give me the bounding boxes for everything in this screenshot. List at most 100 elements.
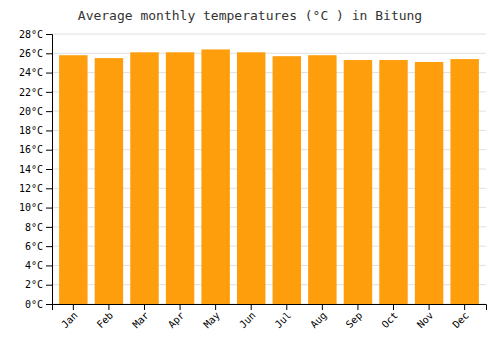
tick-mark: [429, 304, 430, 310]
y-tick: 10°C: [19, 202, 52, 213]
title: Average monthly temperatures (°C ) in Bi…: [78, 8, 422, 23]
tick-mark: [46, 34, 52, 35]
tick-label: Oct: [379, 310, 400, 331]
tick-mark: [357, 304, 358, 310]
tick-mark: [46, 150, 52, 151]
tick-label: 22°C: [19, 87, 43, 98]
tick-mark: [144, 304, 145, 310]
tick-label: Nov: [415, 310, 436, 331]
bar: [130, 52, 158, 304]
tick-label: Sep: [344, 310, 365, 331]
y-tick: 2°C: [25, 279, 52, 290]
tick-label: 0°C: [25, 299, 43, 310]
tick-mark: [46, 188, 52, 189]
bar: [95, 58, 123, 304]
y-tick: 16°C: [19, 144, 52, 155]
tick-label: 8°C: [25, 222, 43, 233]
bars: [59, 49, 479, 304]
tick-mark: [46, 130, 52, 131]
x-tick: May: [201, 304, 222, 330]
chart-container: 0°C 2°C 4°C 6°C 8°C 10°C 12°C 14°C 16°C 18°C 20°C 2…: [0, 0, 500, 350]
tick-mark: [46, 73, 52, 74]
x-tick: Sep: [344, 304, 365, 330]
x-tick: Dec: [450, 304, 471, 330]
tick-label: 4°C: [25, 260, 43, 271]
axis-line: [46, 35, 53, 305]
chart-svg: 0°C 2°C 4°C 6°C 8°C 10°C 12°C 14°C 16°C 18°C 20°C 2…: [0, 0, 500, 350]
tick-label: 16°C: [19, 144, 43, 155]
x-tick: Jan: [59, 304, 80, 330]
tick-mark: [393, 304, 394, 310]
tick-label: 26°C: [19, 48, 43, 59]
grid-line: [52, 34, 486, 35]
tick-mark: [322, 304, 323, 310]
axis-line: [53, 305, 487, 311]
y-tick: 14°C: [19, 164, 52, 175]
tick-label: Jan: [59, 310, 80, 331]
bar: [308, 55, 336, 304]
x-tick: Jul: [273, 304, 294, 330]
tick-mark: [286, 304, 287, 310]
y-tick: 24°C: [19, 67, 52, 78]
tick-mark: [46, 227, 52, 228]
tick-mark: [180, 304, 181, 310]
bar: [59, 55, 87, 304]
plot: 0°C 2°C 4°C 6°C 8°C 10°C 12°C 14°C 16°C 18°C 20°C 2…: [19, 29, 487, 331]
y-axis: 0°C 2°C 4°C 6°C 8°C 10°C 12°C 14°C 16°C 18°C 20°C 2…: [19, 29, 53, 310]
grid-line: [52, 53, 486, 54]
y-tick: 6°C: [25, 241, 52, 252]
bar: [344, 60, 372, 304]
grid: [52, 34, 486, 304]
x-tick: Jun: [237, 304, 258, 330]
y-tick: 8°C: [25, 222, 52, 233]
y-tick: 0°C: [25, 299, 52, 310]
bar: [166, 52, 194, 304]
x-tick: Mar: [130, 304, 151, 330]
tick-label: 10°C: [19, 202, 43, 213]
tick-label: 6°C: [25, 241, 43, 252]
y-tick: 28°C: [19, 29, 52, 40]
tick-label: 14°C: [19, 164, 43, 175]
x-tick: Nov: [415, 304, 436, 330]
y-tick: 22°C: [19, 87, 52, 98]
y-tick: 26°C: [19, 48, 52, 59]
tick-mark: [251, 304, 252, 310]
tick-mark: [46, 208, 52, 209]
y-tick: 12°C: [19, 183, 52, 194]
tick-label: Dec: [450, 310, 471, 331]
tick-mark: [46, 111, 52, 112]
tick-label: 20°C: [19, 106, 43, 117]
tick-label: 12°C: [19, 183, 43, 194]
bar: [379, 60, 407, 304]
y-tick: 18°C: [19, 125, 52, 136]
tick-label: Jun: [237, 310, 258, 331]
x-axis: Jan Feb Mar Apr May Jun Jul Aug Sep Oct Nov Dec: [53, 304, 487, 330]
tick-label: Aug: [308, 310, 329, 331]
x-tick: Feb: [95, 304, 116, 330]
tick-label: 18°C: [19, 125, 43, 136]
tick-mark: [46, 265, 52, 266]
x-tick: Oct: [379, 304, 400, 330]
tick-mark: [73, 304, 74, 310]
tick-label: 24°C: [19, 67, 43, 78]
tick-label: Jul: [273, 310, 294, 331]
bar: [201, 49, 229, 304]
tick-label: Mar: [130, 310, 151, 331]
tick-mark: [46, 246, 52, 247]
bar: [450, 59, 478, 304]
tick-mark: [46, 92, 52, 93]
tick-mark: [464, 304, 465, 310]
x-tick: Apr: [166, 304, 187, 330]
tick-label: Apr: [166, 310, 187, 331]
y-tick: 20°C: [19, 106, 52, 117]
bar: [273, 56, 301, 304]
tick-mark: [46, 53, 52, 54]
tick-label: Feb: [95, 310, 116, 331]
tick-mark: [46, 285, 52, 286]
bar: [237, 52, 265, 304]
tick-label: 2°C: [25, 279, 43, 290]
bar: [415, 62, 443, 304]
tick-label: May: [201, 310, 222, 331]
y-tick: 4°C: [25, 260, 52, 271]
tick-mark: [108, 304, 109, 310]
